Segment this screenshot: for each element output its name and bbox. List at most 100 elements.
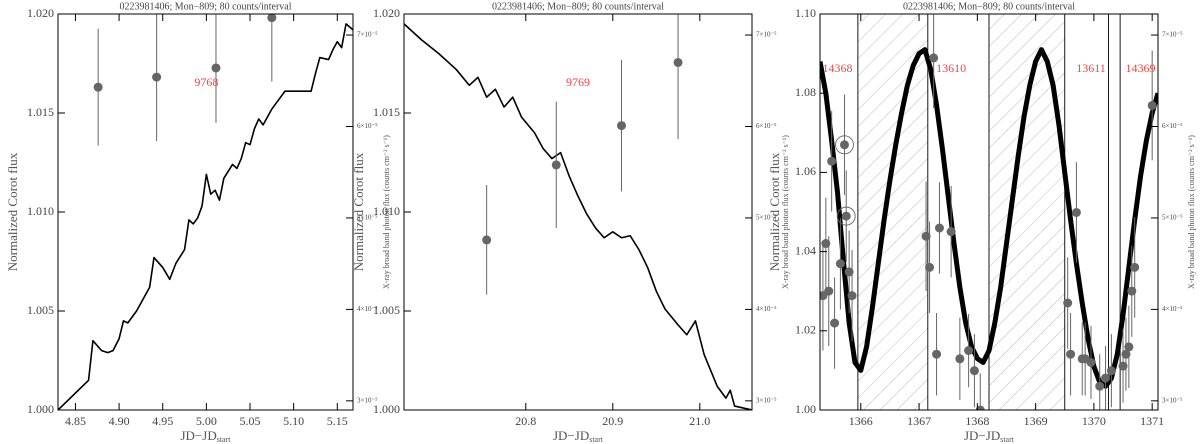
- data-point: [551, 160, 561, 170]
- data-point: [835, 259, 845, 269]
- data-point: [1127, 286, 1137, 296]
- data-point: [975, 405, 985, 410]
- data-point: [934, 223, 944, 233]
- data-point: [1106, 366, 1116, 376]
- data-point: [969, 366, 979, 376]
- annotation: 14369: [1126, 61, 1156, 75]
- annotation: 13610: [936, 61, 966, 75]
- x-tick-label: 5.00: [196, 414, 217, 428]
- data-point: [1071, 207, 1081, 217]
- data-point: [824, 286, 834, 296]
- light-curve: [404, 23, 752, 410]
- y2-tick-label: 4×10⁻⁵: [1162, 305, 1183, 313]
- y-tick-label: 1.06: [795, 164, 816, 178]
- data-point: [1130, 262, 1140, 272]
- annotation: 14368: [822, 61, 852, 75]
- x-tick-label: 1370: [1082, 414, 1106, 428]
- y-tick-label: 1.000: [373, 402, 400, 416]
- x-tick-label: 21.0: [689, 414, 710, 428]
- x-label-sub: start: [217, 435, 232, 444]
- y-tick-label: 1.020: [373, 6, 400, 20]
- data-point: [1101, 373, 1111, 383]
- x-axis-label: JD−JDstart: [964, 428, 1015, 444]
- y-tick-label: 1.10: [795, 6, 816, 20]
- x-label-main: JD−JD: [180, 428, 216, 443]
- y2-axis-label: X-ray broad band photon flux (counts cm⁻…: [382, 135, 391, 289]
- x-label-sub: start: [1000, 435, 1015, 444]
- x-tick-label: 5.10: [283, 414, 304, 428]
- plot-frame: [819, 13, 1159, 411]
- y2-tick-label: 3×10⁻⁵: [1162, 396, 1183, 404]
- data-point: [844, 267, 854, 277]
- x-tick-label: 20.8: [515, 414, 536, 428]
- y-tick-label: 1.010: [27, 204, 54, 218]
- light-curve: [58, 23, 353, 410]
- x-tick-label: 5.05: [240, 414, 261, 428]
- panel: 14368 13610 13611 14369 1366 1367 1368 1369 1370…: [767, 1, 1196, 444]
- x-label-sub: start: [589, 435, 604, 444]
- x-tick-label: 4.90: [109, 414, 130, 428]
- y2-tick-label: 7×10⁻⁵: [756, 31, 777, 39]
- x-tick-label: 1371: [1140, 414, 1164, 428]
- y2-tick-label: 6×10⁻⁵: [1162, 122, 1183, 130]
- x-axis-label: JD−JDstart: [180, 428, 231, 444]
- y-tick-label: 1.015: [27, 105, 54, 119]
- highlight-ring: [836, 206, 856, 226]
- data-point: [946, 227, 956, 237]
- data-point: [1118, 361, 1128, 371]
- data-point: [267, 14, 277, 23]
- panel: 9769 20.8 20.9 21.0 1.000 1.005 1.010 1.015 1.02…: [351, 1, 790, 444]
- data-point: [1086, 357, 1096, 367]
- y-tick-label: 1.005: [373, 303, 400, 317]
- annotation: 13611: [1076, 61, 1106, 75]
- data-point: [1063, 298, 1073, 308]
- y-tick-label: 1.000: [27, 402, 54, 416]
- x-tick-label: 1369: [1024, 414, 1048, 428]
- x-tick-label: 4.95: [152, 414, 173, 428]
- data-point: [152, 72, 162, 82]
- data-point: [617, 121, 626, 131]
- x-tick-label: 1367: [907, 414, 931, 428]
- y2-tick-label: 4×10⁻⁵: [357, 305, 378, 313]
- y2-tick-label: 5×10⁻⁵: [756, 214, 777, 222]
- x-tick-label: 1366: [849, 414, 873, 428]
- data-point: [925, 262, 935, 272]
- y2-tick-label: 3×10⁻⁵: [756, 396, 777, 404]
- data-point: [1147, 100, 1157, 110]
- plot-area: [404, 14, 752, 410]
- plot-frame: [403, 13, 753, 411]
- y-axis-label: Normalized Corot flux: [351, 152, 366, 271]
- y-tick-label: 1.02: [795, 323, 816, 337]
- y2-tick-label: 5×10⁻⁵: [1162, 214, 1183, 222]
- data-point: [921, 231, 931, 241]
- y2-tick-label: 7×10⁻⁵: [1162, 31, 1183, 39]
- x-tick-label: 5.15: [327, 414, 348, 428]
- data-point: [1121, 349, 1131, 359]
- data-point: [830, 318, 840, 328]
- y-tick-label: 1.08: [795, 85, 816, 99]
- y2-axis-label: X-ray broad band photon flux (counts cm⁻…: [1187, 135, 1196, 289]
- y2-tick-label: 4×10⁻⁵: [756, 305, 777, 313]
- data-point: [932, 349, 942, 359]
- panel-title: 0223981406; Mon−809; 80 counts/interval: [903, 1, 1075, 12]
- data-point: [955, 354, 965, 364]
- y-tick-label: 1.015: [373, 105, 400, 119]
- y2-tick-label: 3×10⁻⁵: [357, 396, 378, 404]
- y2-tick-label: 7×10⁻⁵: [357, 31, 378, 39]
- data-point: [839, 140, 849, 150]
- y-axis-label: Normalized Corot flux: [767, 152, 782, 271]
- shaded-span: [857, 14, 928, 410]
- data-point: [821, 239, 831, 249]
- panel-title: 0223981406; Mon−809; 80 counts/interval: [119, 1, 291, 12]
- annotation: 9768: [194, 75, 218, 89]
- x-label-main: JD−JD: [553, 428, 589, 443]
- data-point: [847, 291, 857, 301]
- data-point: [964, 346, 974, 356]
- x-tick-label: 1368: [965, 414, 989, 428]
- x-tick-label: 20.9: [602, 414, 623, 428]
- data-point: [1066, 349, 1076, 359]
- data-point: [93, 82, 103, 92]
- data-point: [929, 53, 939, 63]
